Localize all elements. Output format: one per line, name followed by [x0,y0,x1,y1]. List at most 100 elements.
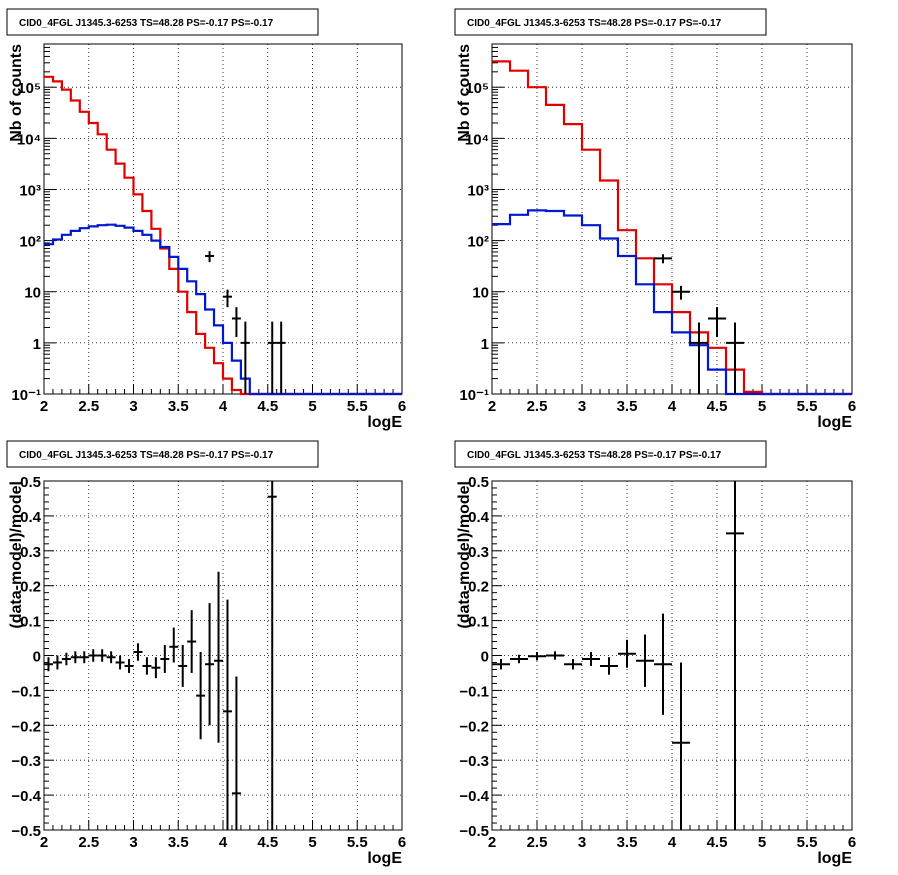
x-tick-label: 5.5 [347,398,368,415]
y-tick-label: −0.2 [11,718,41,735]
x-tick-label: 2 [40,834,48,851]
x-tick-label: 4 [668,398,677,415]
x-tick-label: 5 [758,834,766,851]
data-point [52,655,62,670]
x-axis-label: logE [367,414,402,431]
y-tick-label: 0.2 [468,579,489,596]
y-tick-label: 10⁴ [465,131,489,148]
y-tick-label: 0.1 [468,614,489,631]
data-point [564,658,582,670]
data-point [160,645,170,673]
chart-panel-1: 2 2.5 3 3.5 4 4.5 5 5.5 6 10⁻¹ 1 10 10² 10³ 10⁴ 10⁵ logE… [6,8,406,431]
x-tick-label: 3 [578,834,586,851]
data-point [142,657,152,675]
data-point [133,643,143,661]
data-point [187,610,197,673]
data-point [223,289,232,308]
y-tick-label: 1 [33,336,41,353]
x-tick-label: 3.5 [168,398,189,415]
y-tick-label: 10² [467,234,489,251]
x-tick-label: 3 [129,834,137,851]
y-tick-label: 1 [481,336,489,353]
chart-title: CID0_4FGL J1345.3-6253 TS=48.28 PS=-0.17… [467,18,722,29]
y-axis-label: Nb of counts [8,44,25,142]
data-point [708,307,726,338]
chart-title: CID0_4FGL J1345.3-6253 TS=48.28 PS=-0.17… [19,18,274,29]
x-tick-label: 2.5 [78,834,99,851]
y-axis-label: (data-model)/model [456,481,473,629]
y-tick-label: −0.1 [459,683,489,700]
chart-title: CID0_4FGL J1345.3-6253 TS=48.28 PS=-0.17… [19,450,274,461]
y-tick-label: 0.5 [20,474,41,491]
chart-panel-3: 2 2.5 3 3.5 4 4.5 5 5.5 6 0.5 0.4 0.3 0.2 0.1 0 −0.1 −0.… [6,440,406,867]
data-point [600,657,618,675]
x-tick-label: 5.5 [347,834,368,851]
x-tick-label: 6 [398,834,406,851]
y-tick-label: 0.2 [20,579,41,596]
title-box [6,440,319,468]
data-point [618,639,636,668]
y-tick-label: 0.3 [20,544,41,561]
x-tick-label: 4.5 [257,834,278,851]
y-tick-label: −0.1 [11,683,41,700]
x-axis-label: logE [367,850,402,867]
chart-panel-2: 2 2.5 3 3.5 4 4.5 5 5.5 6 10⁻¹ 1 10 10² 10³ 10⁴ 10⁵ logE… [454,8,856,431]
y-axis-label: Nb of counts [456,44,473,142]
y-tick-label: 0.3 [468,544,489,561]
x-tick-label: 2.5 [527,398,548,415]
data-point [44,657,53,672]
title-box [6,8,319,36]
y-tick-label: 10⁴ [17,131,41,148]
data-point [654,613,672,715]
x-axis-label: logE [817,414,852,431]
x-tick-label: 4.5 [707,398,728,415]
data-point [124,658,134,673]
data-point [492,658,510,670]
x-tick-label: 6 [398,398,406,415]
data-point [178,645,188,687]
data-point [636,634,654,687]
title-box [454,440,767,468]
y-tick-label: −0.5 [459,823,489,840]
data-point [231,307,241,338]
series-1-step-line [492,209,852,396]
y-tick-label: −0.4 [11,788,41,805]
y-tick-label: −0.4 [459,788,489,805]
y-tick-label: −0.3 [11,753,41,770]
chart-panel-4: 2 2.5 3 3.5 4 4.5 5 5.5 6 0.5 0.4 0.3 0.2 0.1 0 −0.1 −0.… [454,440,856,867]
plot-frame [491,43,853,395]
y-tick-label: 10² [19,234,41,251]
data-point [151,657,161,679]
data-point [267,481,277,830]
data-point [223,599,232,830]
y-tick-label: 10 [472,285,489,302]
x-tick-label: 3 [578,398,586,415]
data-point [169,627,179,663]
y-tick-label: 10⁵ [17,80,41,97]
data-point [267,321,277,394]
data-point [106,651,116,664]
y-tick-label: 0.4 [20,509,42,526]
data-point [690,322,708,394]
x-tick-label: 4.5 [707,834,728,851]
data-point [672,662,690,830]
x-tick-label: 3.5 [617,398,638,415]
data-point [88,649,98,662]
data-point [214,571,223,743]
data-point [510,654,528,664]
data-point [231,676,241,830]
x-tick-label: 2 [488,834,496,851]
data-point [240,321,250,394]
x-tick-label: 4 [219,398,228,415]
series-1-step-line [44,223,402,396]
y-tick-label: 10⁻¹ [459,387,489,404]
data-point [205,251,215,263]
y-axis-label: (data-model)/model [8,481,25,629]
data-point [654,254,672,264]
x-tick-label: 3.5 [168,834,189,851]
y-tick-label: 10³ [467,182,489,199]
data-point [528,652,546,661]
x-tick-label: 5 [308,398,316,415]
x-tick-label: 5.5 [797,834,818,851]
